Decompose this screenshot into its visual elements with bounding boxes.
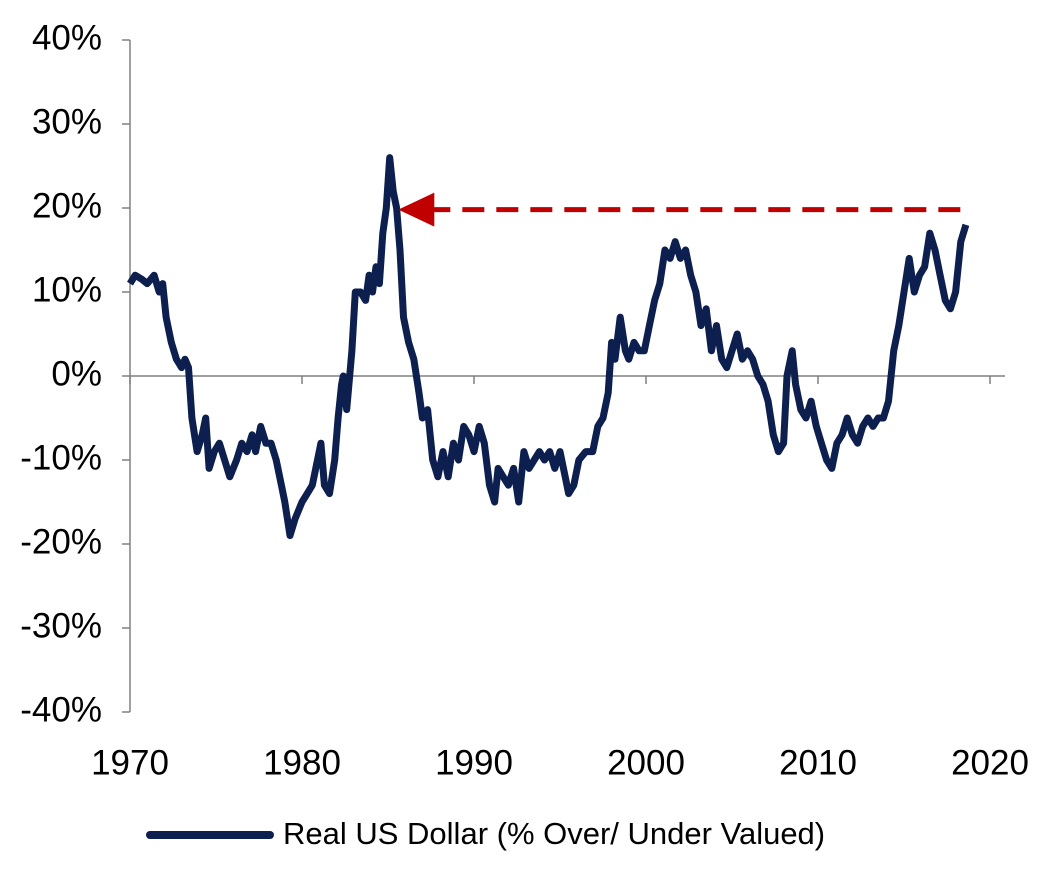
y-tick-label: 30%	[32, 102, 102, 141]
y-tick-label: 40%	[32, 18, 102, 57]
x-tick-label: 2010	[779, 743, 857, 782]
y-tick-label: -10%	[20, 438, 102, 477]
x-tick-label: 2000	[607, 743, 685, 782]
y-tick-label: 10%	[32, 270, 102, 309]
y-tick-label: -30%	[20, 606, 102, 645]
x-tick-label: 2020	[951, 743, 1029, 782]
x-tick-label: 1990	[435, 743, 513, 782]
x-tick-label: 1980	[263, 743, 341, 782]
data-line	[127, 154, 970, 540]
y-tick-label: -20%	[20, 522, 102, 561]
y-tick-label: 20%	[32, 186, 102, 225]
legend-label: Real US Dollar (% Over/ Under Valued)	[283, 816, 825, 851]
x-tick-label: 1970	[91, 743, 169, 782]
y-tick-label: 0%	[51, 354, 102, 393]
arrow-head	[398, 192, 435, 227]
y-tick-label: -40%	[20, 690, 102, 729]
